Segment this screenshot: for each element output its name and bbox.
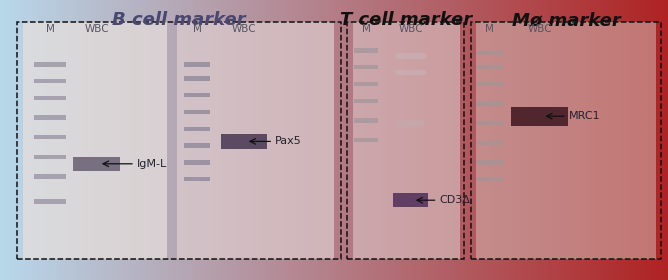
- Bar: [354, 48, 378, 53]
- Bar: [184, 160, 210, 165]
- Bar: [23, 22, 167, 259]
- Text: MRC1: MRC1: [569, 111, 601, 121]
- Bar: [354, 82, 378, 86]
- Bar: [34, 174, 66, 179]
- Bar: [476, 101, 504, 106]
- Bar: [354, 118, 378, 123]
- Bar: [184, 93, 210, 97]
- Bar: [177, 22, 334, 259]
- Bar: [354, 65, 378, 69]
- Bar: [354, 138, 378, 142]
- Bar: [476, 65, 504, 69]
- Bar: [34, 155, 66, 159]
- Bar: [34, 115, 66, 120]
- Bar: [34, 96, 66, 100]
- Bar: [476, 22, 656, 259]
- Bar: [221, 134, 267, 149]
- Bar: [17, 22, 341, 259]
- Bar: [354, 99, 378, 103]
- Bar: [476, 121, 504, 125]
- Bar: [476, 141, 504, 145]
- Bar: [476, 177, 504, 181]
- Bar: [471, 22, 661, 259]
- Bar: [397, 120, 424, 127]
- Bar: [184, 76, 210, 81]
- Text: WBC: WBC: [399, 24, 423, 34]
- Bar: [34, 79, 66, 83]
- Bar: [347, 22, 464, 259]
- Bar: [184, 110, 210, 114]
- Text: WBC: WBC: [85, 24, 109, 34]
- Bar: [184, 177, 210, 181]
- Text: M: M: [361, 24, 371, 34]
- Bar: [395, 53, 426, 59]
- Bar: [476, 82, 504, 86]
- Bar: [184, 62, 210, 67]
- Bar: [476, 51, 504, 55]
- Text: M: M: [485, 24, 494, 34]
- Text: WBC: WBC: [232, 24, 256, 34]
- Text: B cell marker: B cell marker: [112, 11, 246, 29]
- Bar: [34, 62, 66, 67]
- Text: T cell marker: T cell marker: [340, 11, 472, 29]
- Text: M: M: [45, 24, 55, 34]
- Text: M: M: [192, 24, 202, 34]
- Bar: [353, 22, 460, 259]
- Bar: [395, 70, 426, 75]
- Text: WBC: WBC: [528, 24, 552, 34]
- Text: Pax5: Pax5: [275, 136, 302, 146]
- Bar: [34, 199, 66, 204]
- Text: IgM-L: IgM-L: [137, 159, 167, 169]
- Bar: [512, 107, 568, 126]
- Bar: [476, 160, 504, 165]
- Bar: [73, 157, 120, 171]
- Text: CD3Δ: CD3Δ: [440, 195, 470, 205]
- Text: Mø marker: Mø marker: [512, 11, 621, 29]
- Bar: [184, 143, 210, 148]
- Bar: [184, 127, 210, 131]
- Bar: [393, 193, 428, 207]
- Bar: [34, 135, 66, 139]
